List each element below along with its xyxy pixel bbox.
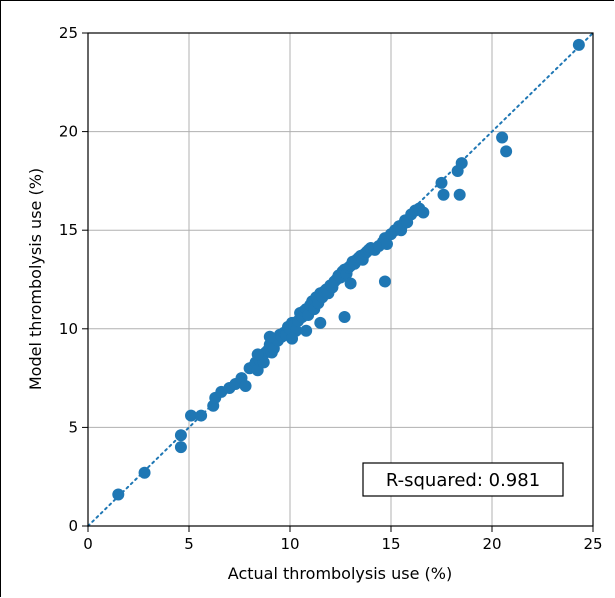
y-tick-label-3: 15 [59,221,78,239]
annotation-box [362,462,564,497]
data-point [380,238,393,251]
y-tick-label-4: 20 [59,123,78,141]
data-points [112,38,585,501]
data-point [174,429,187,442]
data-point [263,330,276,343]
annotation-text: R-squared: 0.981 [386,470,540,491]
data-point [112,488,125,501]
x-tick-label-5: 25 [583,535,602,553]
data-point [417,206,430,219]
x-tick-label-0: 0 [83,535,93,553]
x-axis-label: Actual thrombolysis use (%) [228,564,452,583]
data-point [338,310,351,323]
x-tick-label-1: 5 [184,535,194,553]
data-point [185,409,198,422]
y-axis-ticks: 0 5 10 15 20 25 [59,24,88,535]
data-point [300,324,313,337]
y-axis-label: Model thrombolysis use (%) [26,168,45,390]
data-point [500,145,513,158]
data-point [455,157,468,170]
data-point [239,379,252,392]
data-point [378,275,391,288]
identity-reference-line [87,32,594,527]
data-point [496,131,509,144]
data-point [572,38,585,51]
r-squared-annotation: R-squared: 0.981 [362,462,564,497]
x-tick-label-2: 10 [280,535,299,553]
y-tick-label-1: 5 [68,418,78,436]
data-point [174,441,187,454]
data-point [286,332,299,345]
data-point [314,316,327,329]
x-tick-label-3: 15 [381,535,400,553]
data-point [453,188,466,201]
y-tick-label-5: 25 [59,24,78,42]
y-tick-label-2: 10 [59,320,78,338]
data-point [195,409,208,422]
x-axis-ticks: 0 5 10 15 20 25 [83,526,603,553]
y-tick-label-0: 0 [68,517,78,535]
data-point [344,277,357,290]
x-tick-label-4: 20 [482,535,501,553]
plot-frame [87,32,594,527]
data-point [251,348,264,361]
data-point [138,466,151,479]
data-point [437,188,450,201]
data-point [435,176,448,189]
